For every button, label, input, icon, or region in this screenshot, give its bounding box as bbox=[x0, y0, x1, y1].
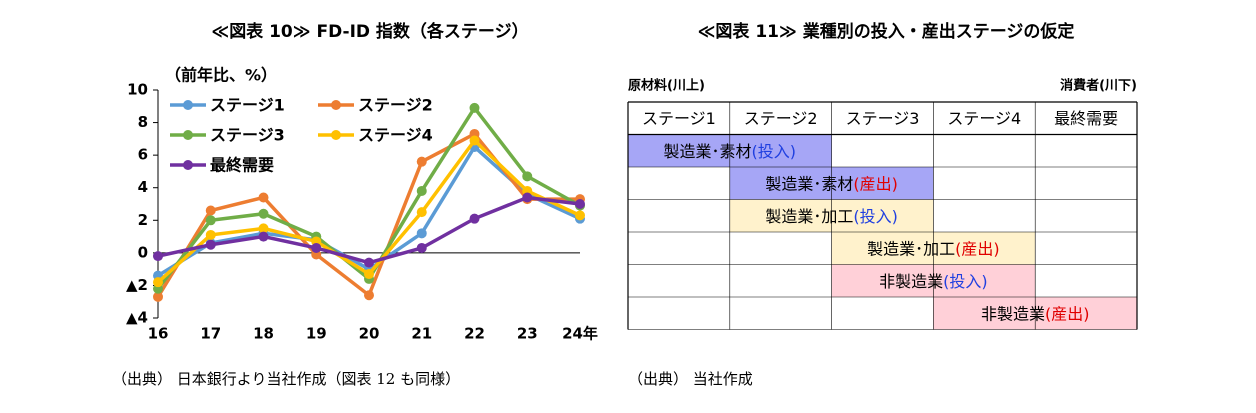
point bbox=[522, 171, 533, 182]
point bbox=[364, 257, 374, 268]
y-tick-label: 6 bbox=[138, 146, 148, 164]
row-note: (産出) bbox=[955, 239, 1000, 258]
x-tick-label: 21 bbox=[411, 325, 432, 343]
header-cell: ステージ1 bbox=[642, 109, 716, 128]
point bbox=[575, 199, 585, 209]
row-label: 製造業･素材(投入) bbox=[664, 141, 797, 160]
legend-label: 最終需要 bbox=[210, 156, 274, 175]
x-tick-label: 16 bbox=[148, 325, 169, 343]
header-cell: 最終需要 bbox=[1054, 109, 1118, 128]
diagram-source: （出典） 当社作成 bbox=[628, 370, 753, 388]
row-label: 製造業･素材(産出) bbox=[765, 174, 898, 193]
point bbox=[258, 223, 269, 234]
point bbox=[153, 291, 163, 302]
x-tick-label: 20 bbox=[359, 325, 380, 343]
point bbox=[205, 205, 216, 216]
diagram-title: ≪図表 11≫ 業種別の投入・産出ステージの仮定 bbox=[698, 21, 1075, 42]
point bbox=[416, 228, 427, 239]
chart-title: ≪図表 10≫ FD-ID 指数（各ステージ） bbox=[211, 21, 528, 42]
row-note: (産出) bbox=[853, 174, 898, 193]
legend-label: ステージ4 bbox=[358, 126, 433, 145]
point bbox=[205, 239, 216, 250]
legend-label: ステージ3 bbox=[210, 126, 285, 145]
y-tick-label: 0 bbox=[138, 243, 148, 261]
point bbox=[522, 192, 533, 203]
legend-label: ステージ1 bbox=[210, 96, 285, 115]
legend-label: ステージ2 bbox=[358, 96, 433, 115]
row-note: (産出) bbox=[1045, 304, 1090, 323]
row-name: 非製造業 bbox=[981, 304, 1045, 323]
row-name: 製造業･素材 bbox=[664, 141, 752, 160]
legend-marker bbox=[331, 100, 341, 110]
x-tick-label: 24年 bbox=[562, 325, 598, 343]
point bbox=[469, 102, 480, 113]
x-tick-label: 22 bbox=[464, 325, 485, 343]
header-cell: ステージ4 bbox=[947, 109, 1021, 128]
point bbox=[205, 229, 216, 240]
point bbox=[153, 251, 163, 262]
row-label: 非製造業(投入) bbox=[879, 271, 988, 290]
point bbox=[258, 192, 269, 203]
point bbox=[416, 207, 427, 218]
y-tick-label: 4 bbox=[138, 178, 148, 196]
x-tick-label: 19 bbox=[306, 325, 327, 343]
point bbox=[258, 208, 269, 219]
point bbox=[364, 290, 374, 301]
y-tick-label: ▲2 bbox=[126, 276, 148, 294]
y-axis-label: （前年比、%） bbox=[165, 66, 277, 85]
point bbox=[258, 231, 269, 242]
x-tick-label: 23 bbox=[517, 325, 538, 343]
row-name: 製造業･素材 bbox=[765, 174, 853, 193]
point bbox=[575, 210, 585, 221]
legend-marker bbox=[183, 100, 193, 110]
row-label: 非製造業(産出) bbox=[981, 304, 1090, 323]
row-note: (投入) bbox=[752, 141, 797, 160]
y-tick-label: 10 bbox=[127, 81, 148, 99]
point bbox=[311, 242, 322, 253]
right-label: 消費者(川下) bbox=[1060, 78, 1137, 94]
point bbox=[469, 213, 480, 224]
header-cell: ステージ2 bbox=[744, 109, 818, 128]
point bbox=[205, 215, 216, 226]
row-note: (投入) bbox=[943, 271, 988, 290]
legend-marker bbox=[331, 130, 341, 140]
row-note: (投入) bbox=[853, 206, 898, 225]
legend-marker bbox=[183, 130, 193, 140]
header-cell: ステージ3 bbox=[846, 109, 920, 128]
point bbox=[469, 135, 480, 146]
point bbox=[153, 277, 163, 288]
point bbox=[416, 156, 427, 167]
x-tick-label: 18 bbox=[253, 325, 274, 343]
point bbox=[416, 185, 427, 196]
row-name: 非製造業 bbox=[879, 271, 943, 290]
x-tick-label: 17 bbox=[200, 325, 221, 343]
point bbox=[364, 269, 374, 280]
y-tick-label: 8 bbox=[138, 113, 148, 131]
row-name: 製造業･加工 bbox=[765, 206, 853, 225]
y-tick-label: 2 bbox=[138, 211, 148, 229]
left-label: 原材料(川上) bbox=[628, 78, 705, 94]
row-name: 製造業･加工 bbox=[867, 239, 955, 258]
source: （出典） 日本銀行より当社作成（図表 12 も同様） bbox=[112, 370, 460, 388]
point bbox=[416, 242, 427, 253]
y-tick-label: ▲4 bbox=[126, 309, 148, 327]
row-label: 製造業･加工(投入) bbox=[765, 206, 898, 225]
row-label: 製造業･加工(産出) bbox=[867, 239, 1000, 258]
legend-marker bbox=[183, 160, 193, 170]
